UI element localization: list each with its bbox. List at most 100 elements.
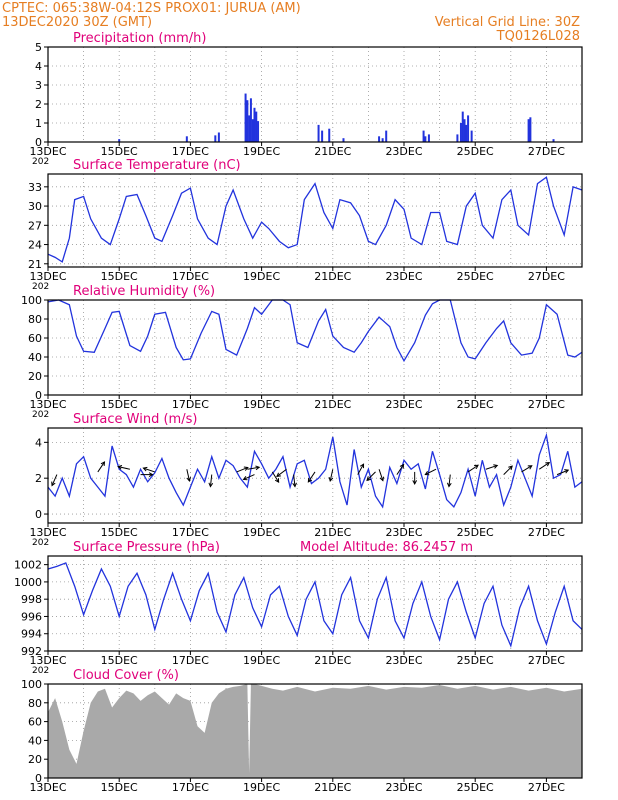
series-line [47,299,583,363]
precip-bar [529,117,532,142]
header-line-1: CPTEC: 065:38W-04:12S PROX01: JURUA (AM) [2,1,301,16]
x-tick-label: 17DEC [172,398,209,411]
wind-arrow [243,474,255,480]
y-tick-label: 996 [21,610,42,623]
x-tick-label: 23DEC [385,526,422,539]
panel-1: Precipitation (mm/h) 0 1 2 3 4 5 13DEC 15DEC 17DE… [29,31,583,167]
wind-arrow-head [276,472,281,478]
precip-bar [257,121,260,142]
wind-arrow [539,462,550,470]
panel-title: Relative Humidity (%) [73,284,215,299]
y-tick-label: 40 [28,351,42,364]
wind-arrow [51,474,58,486]
x-tick-label: 13DEC [29,781,66,794]
wind-arrow-head [142,466,148,472]
wind-arrow [186,469,190,482]
panel-frame [47,173,583,268]
x-tick-label: 21DEC [314,526,351,539]
y-tick-label: 21 [28,258,42,271]
wind-arrow-head [148,472,154,477]
y-tick-label: 1 [35,117,42,130]
panel-frame [47,299,583,396]
series-line [47,562,583,648]
panel-title: Surface Temperature (nC) [73,158,241,173]
precip-bar [217,132,220,142]
x-tick-label: 21DEC [314,398,351,411]
y-tick-label: 80 [28,313,42,326]
wind-arrow [503,465,513,475]
x-tick-label: 27DEC [528,781,565,794]
precip-bar [461,111,464,142]
precip-bar [385,130,388,142]
x-tick-label: 17DEC [172,270,209,283]
wind-arrow [396,464,404,475]
wind-arrow [485,464,498,470]
x-tick-label: 23DEC [385,398,422,411]
panel-frame [47,683,583,779]
x-tick-label: 23DEC [385,654,422,667]
y-tick-label: 0 [35,389,42,402]
x-tick-label: 19DEC [243,270,280,283]
cloud-cover-area [48,684,582,778]
x-tick-label: 19DEC [243,145,280,158]
x-tick-label: 25DEC [457,398,494,411]
precip-bar [422,130,425,142]
wind-arrow [467,464,479,473]
x-tick-label: 21DEC [314,654,351,667]
x-tick-label: 25DEC [457,654,494,667]
y-tick-label: 0 [35,772,42,785]
y-tick-label: 1002 [14,559,42,572]
precip-bar [185,136,188,142]
y-tick-label: 20 [28,753,42,766]
precip-bar [427,134,430,142]
precip-bar [424,136,427,142]
panel-frame [47,555,583,652]
panel-2: Surface Temperature (nC) 21 24 27 30 33 13DEC 1… [28,158,583,292]
y-tick-label: 0 [35,508,42,521]
wind-arrow [271,471,280,483]
precip-bar [459,123,462,142]
header-line-2: 13DEC2020 30Z (GMT) [2,15,152,30]
x-tick-label: 13DEC [29,270,66,283]
precip-bar [244,93,247,142]
wind-arrow [307,471,316,483]
x-tick-label: 27DEC [528,654,565,667]
panel-frame [47,46,583,143]
y-tick-label: 4 [35,436,42,449]
precip-bar [378,136,381,142]
y-tick-label: 4 [35,60,42,73]
header-model-id: TQ0126L028 [496,29,580,44]
y-tick-label: 992 [21,645,42,658]
wind-arrow-head [564,469,570,474]
precip-bar [381,138,384,142]
series-line [47,432,583,509]
x-tick-label: 25DEC [457,270,494,283]
wind-arrow-head [446,482,452,488]
x-tick-label: 25DEC [457,145,494,158]
x-tick-label: 17DEC [172,654,209,667]
y-tick-label: 60 [28,716,42,729]
precip-bar [470,130,473,142]
header-grid-note: Vertical Grid Line: 30Z [435,15,580,30]
wind-arrow [521,465,533,473]
x-year-label: 202 [32,538,49,548]
precip-bar [463,119,466,142]
x-tick-label: 23DEC [385,270,422,283]
precip-bar [249,98,252,142]
panel-frame [47,427,583,524]
y-tick-label: 80 [28,697,42,710]
wind-arrow-head [117,465,123,470]
y-tick-label: 100 [21,294,42,307]
panels: Precipitation (mm/h) 0 1 2 3 4 5 13DEC 15DEC 17DE… [14,31,583,794]
panel-title: Cloud Cover (%) [73,668,179,683]
y-tick-label: 30 [28,200,42,213]
x-year-label: 202 [32,282,49,292]
y-tick-label: 100 [21,678,42,691]
wind-arrow-head [328,476,334,482]
wind-arrow [276,468,287,477]
wind-arrow-head [51,481,56,487]
wind-arrow-head [100,461,106,466]
wind-arrow-head [412,480,418,485]
x-tick-label: 25DEC [457,526,494,539]
